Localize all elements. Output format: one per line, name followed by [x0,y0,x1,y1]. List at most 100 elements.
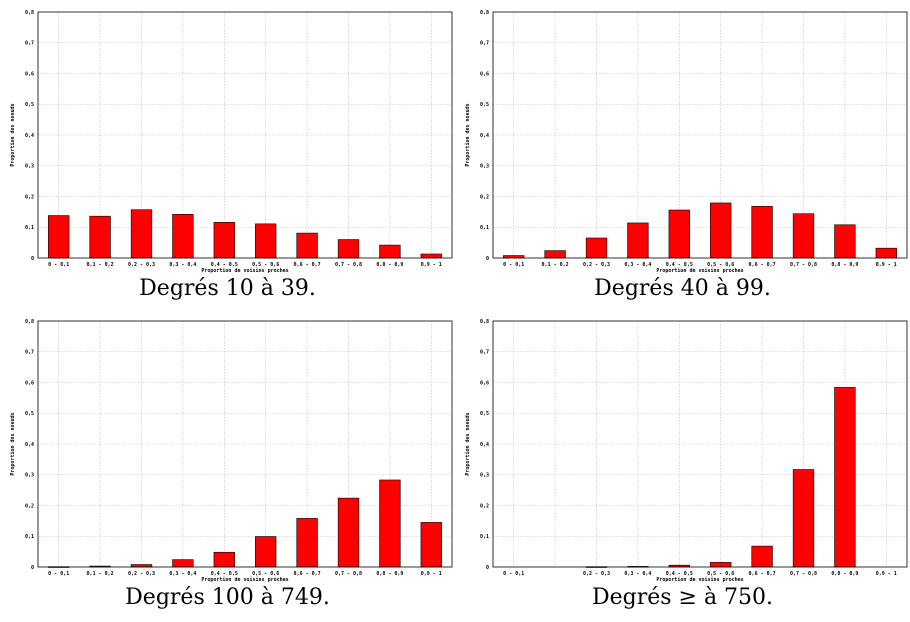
bar [751,206,773,259]
y-tick-label: 0 [31,256,34,262]
x-tick-label: 0,7 - 0,8 [335,571,362,577]
plot-frame [37,11,453,259]
bar [89,215,111,259]
bar [420,522,442,568]
x-tick-label: 0,3 - 0,4 [169,571,196,577]
bar [792,469,815,568]
bar [213,222,235,259]
bar [585,237,608,259]
y-tick-label: 0,4 [25,133,34,139]
bar [792,213,815,259]
x-tick-label: 0,5 - 0,6 [707,262,734,268]
x-tick-label: 0,5 - 0,6 [252,571,279,577]
bar-chart-3: 0 0,1 0,2 0,3 0,4 0,5 0,6 0,7 0,8 0 - 0,1 0,1 - 0,… [0,309,455,583]
y-tick-label: 0,8 [25,319,34,325]
bar [337,497,360,568]
bar-chart-2: 0 0,1 0,2 0,3 0,4 0,5 0,6 0,7 0,8 0 - 0,1 0,1 - 0,… [455,0,910,274]
x-tick-label: 0 - 0,1 [48,571,69,577]
chart-panel-2: 0 0,1 0,2 0,3 0,4 0,5 0,6 0,7 0,8 0 - 0,1 0,1 - 0,… [455,0,910,311]
y-tick-label: 0,3 [25,473,34,479]
x-tick-label: 0,6 - 0,7 [294,262,321,268]
x-tick-label: 0,5 - 0,6 [707,571,734,577]
bar-chart-4: 0 0,1 0,2 0,3 0,4 0,5 0,6 0,7 0,8 0 - 0,1 0,2 - 0,… [455,309,910,583]
x-tick-label: 0,9 - 1 [421,571,442,577]
bar [420,253,442,259]
x-tick-label: 0,8 - 0,9 [376,571,403,577]
bar [544,250,566,259]
bar [296,518,318,568]
y-tick-label: 0,2 [25,503,34,509]
chart-panel-3: 0 0,1 0,2 0,3 0,4 0,5 0,6 0,7 0,8 0 - 0,1 0,1 - 0,… [0,309,455,620]
y-tick-label: 0,6 [480,71,489,77]
y-tick-label: 0,8 [480,10,489,16]
y-axis-label: Proportion des noeuds [10,412,16,475]
x-tick-label: 0,8 - 0,9 [831,571,858,577]
bar [668,209,690,259]
x-tick-label: 0,1 - 0,2 [87,262,114,268]
bar [172,214,194,259]
y-axis-label: Proportion des noeuds [465,103,471,166]
y-tick-label: 0,7 [480,41,489,47]
y-tick-label: 0,6 [25,71,34,77]
x-tick-label: 0,4 - 0,5 [666,571,693,577]
x-tick-label: 0,7 - 0,8 [335,262,362,268]
x-tick-label: 0,8 - 0,9 [376,262,403,268]
y-tick-label: 0,5 [25,411,34,417]
x-tick-label: 0,9 - 1 [876,571,897,577]
y-tick-label: 0,7 [480,350,489,356]
y-tick-label: 0,1 [25,225,34,231]
bar-chart-1: 0 0,1 0,2 0,3 0,4 0,5 0,6 0,7 0,8 0 - 0,1 0,1 - 0,… [0,0,455,274]
y-tick-label: 0,3 [480,164,489,170]
y-tick-label: 0,5 [25,102,34,108]
x-tick-label: 0,4 - 0,5 [211,262,238,268]
x-tick-label: 0,6 - 0,7 [749,262,776,268]
y-tick-label: 0,2 [480,503,489,509]
bar [875,247,897,259]
plot-frame [37,320,453,568]
plot-frame [492,320,908,568]
x-axis-label: Proportion de voisins proches [201,577,288,583]
y-tick-label: 0,3 [480,473,489,479]
bar [337,239,360,259]
y-tick-label: 0 [31,565,34,571]
x-tick-label: 0,4 - 0,5 [666,262,693,268]
y-tick-label: 0,3 [25,164,34,170]
y-axis-label: Proportion des noeuds [10,103,16,166]
x-tick-label: 0,3 - 0,4 [169,262,196,268]
x-tick-label: 0,2 - 0,3 [128,571,155,577]
x-tick-label: 0,7 - 0,8 [790,262,817,268]
y-tick-label: 0,8 [25,10,34,16]
bar [751,545,773,568]
x-tick-label: 0,3 - 0,4 [624,571,651,577]
y-tick-label: 0 [486,565,489,571]
bar [130,209,153,259]
plot-frame [492,11,908,259]
y-tick-label: 0 [486,256,489,262]
x-tick-label: 0,2 - 0,3 [583,262,610,268]
bar [379,244,401,259]
bar [710,202,732,259]
bar [296,232,318,259]
bar [213,551,235,568]
y-tick-label: 0,1 [480,534,489,540]
y-tick-label: 0,6 [480,380,489,386]
chart-caption-3: Degrés 100 à 749. [125,585,330,610]
chart-panel-1: 0 0,1 0,2 0,3 0,4 0,5 0,6 0,7 0,8 0 - 0,1 0,1 - 0,… [0,0,455,311]
bar [710,562,732,568]
x-tick-label: 0,2 - 0,3 [583,571,610,577]
y-tick-label: 0,4 [480,442,489,448]
x-tick-label: 0 - 0,1 [503,571,524,577]
x-tick-label: 0,2 - 0,3 [128,262,155,268]
bar [834,387,856,568]
chart-caption-4: Degrés ≥ à 750. [591,585,774,610]
y-tick-label: 0,7 [25,41,34,47]
x-tick-label: 0,5 - 0,6 [252,262,279,268]
x-tick-label: 0,8 - 0,9 [831,262,858,268]
chart-panel-4: 0 0,1 0,2 0,3 0,4 0,5 0,6 0,7 0,8 0 - 0,1 0,2 - 0,… [455,309,910,620]
y-tick-label: 0,1 [480,225,489,231]
y-tick-label: 0,6 [25,380,34,386]
x-tick-label: 0,4 - 0,5 [211,571,238,577]
y-tick-label: 0,5 [480,102,489,108]
x-tick-label: 0,9 - 1 [421,262,442,268]
y-tick-label: 0,5 [480,411,489,417]
